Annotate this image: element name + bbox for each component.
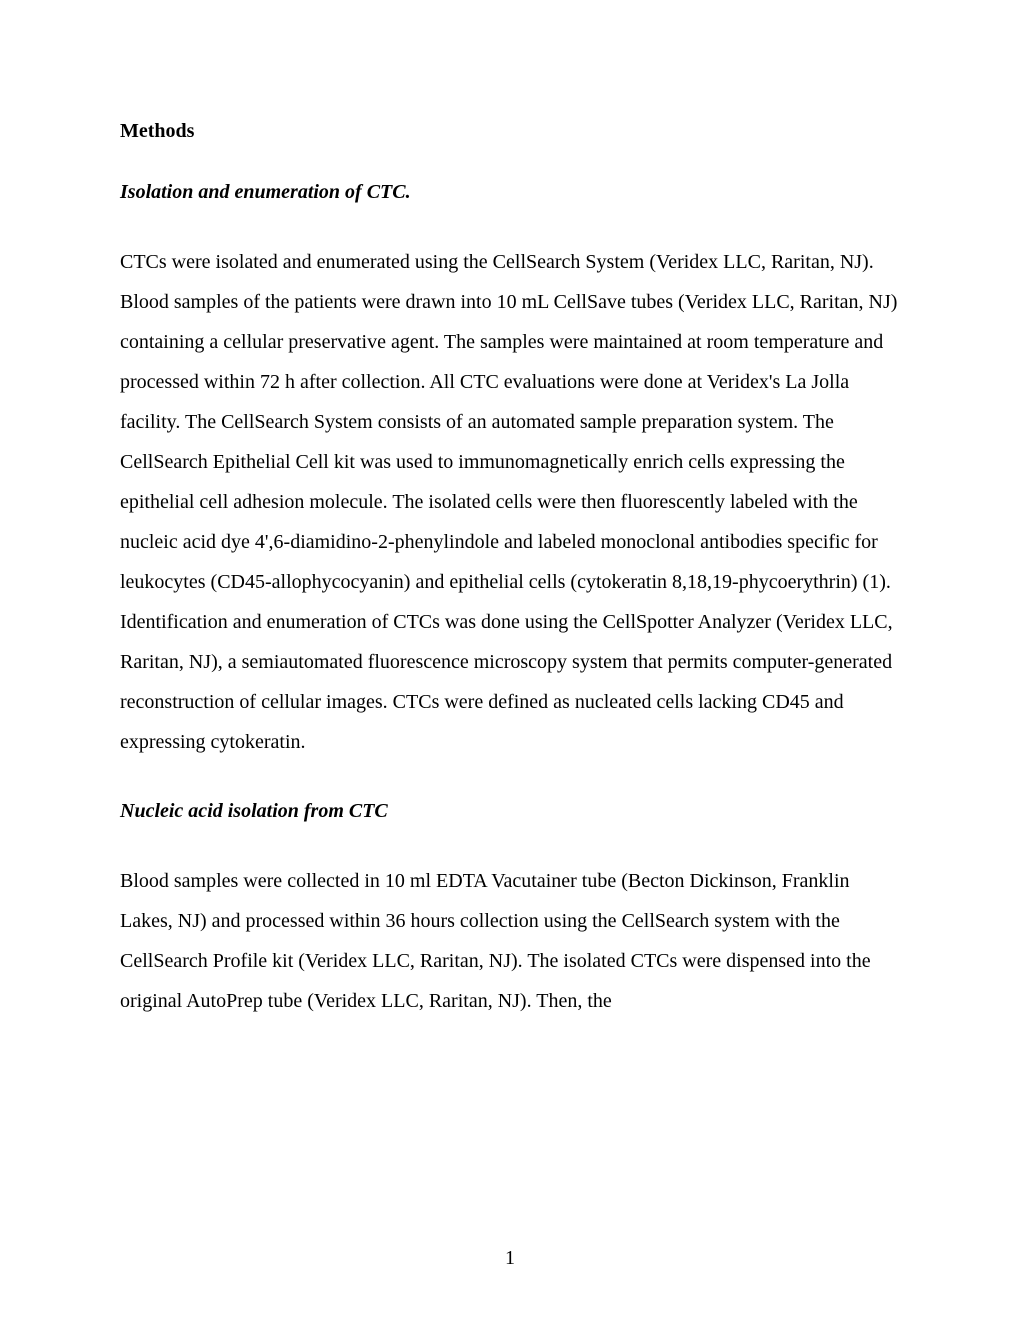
paragraph2-body: Blood samples were collected in 10 ml ED…	[120, 861, 900, 1021]
methods-heading: Methods	[120, 120, 900, 143]
page-number: 1	[0, 1247, 1020, 1270]
section2-title: Nucleic acid isolation from CTC	[120, 800, 900, 823]
paragraph1-body: CTCs were isolated and enumerated using …	[120, 242, 900, 762]
section1-title: Isolation and enumeration of CTC.	[120, 181, 900, 204]
document-page: Methods Isolation and enumeration of CTC…	[0, 0, 1020, 1320]
